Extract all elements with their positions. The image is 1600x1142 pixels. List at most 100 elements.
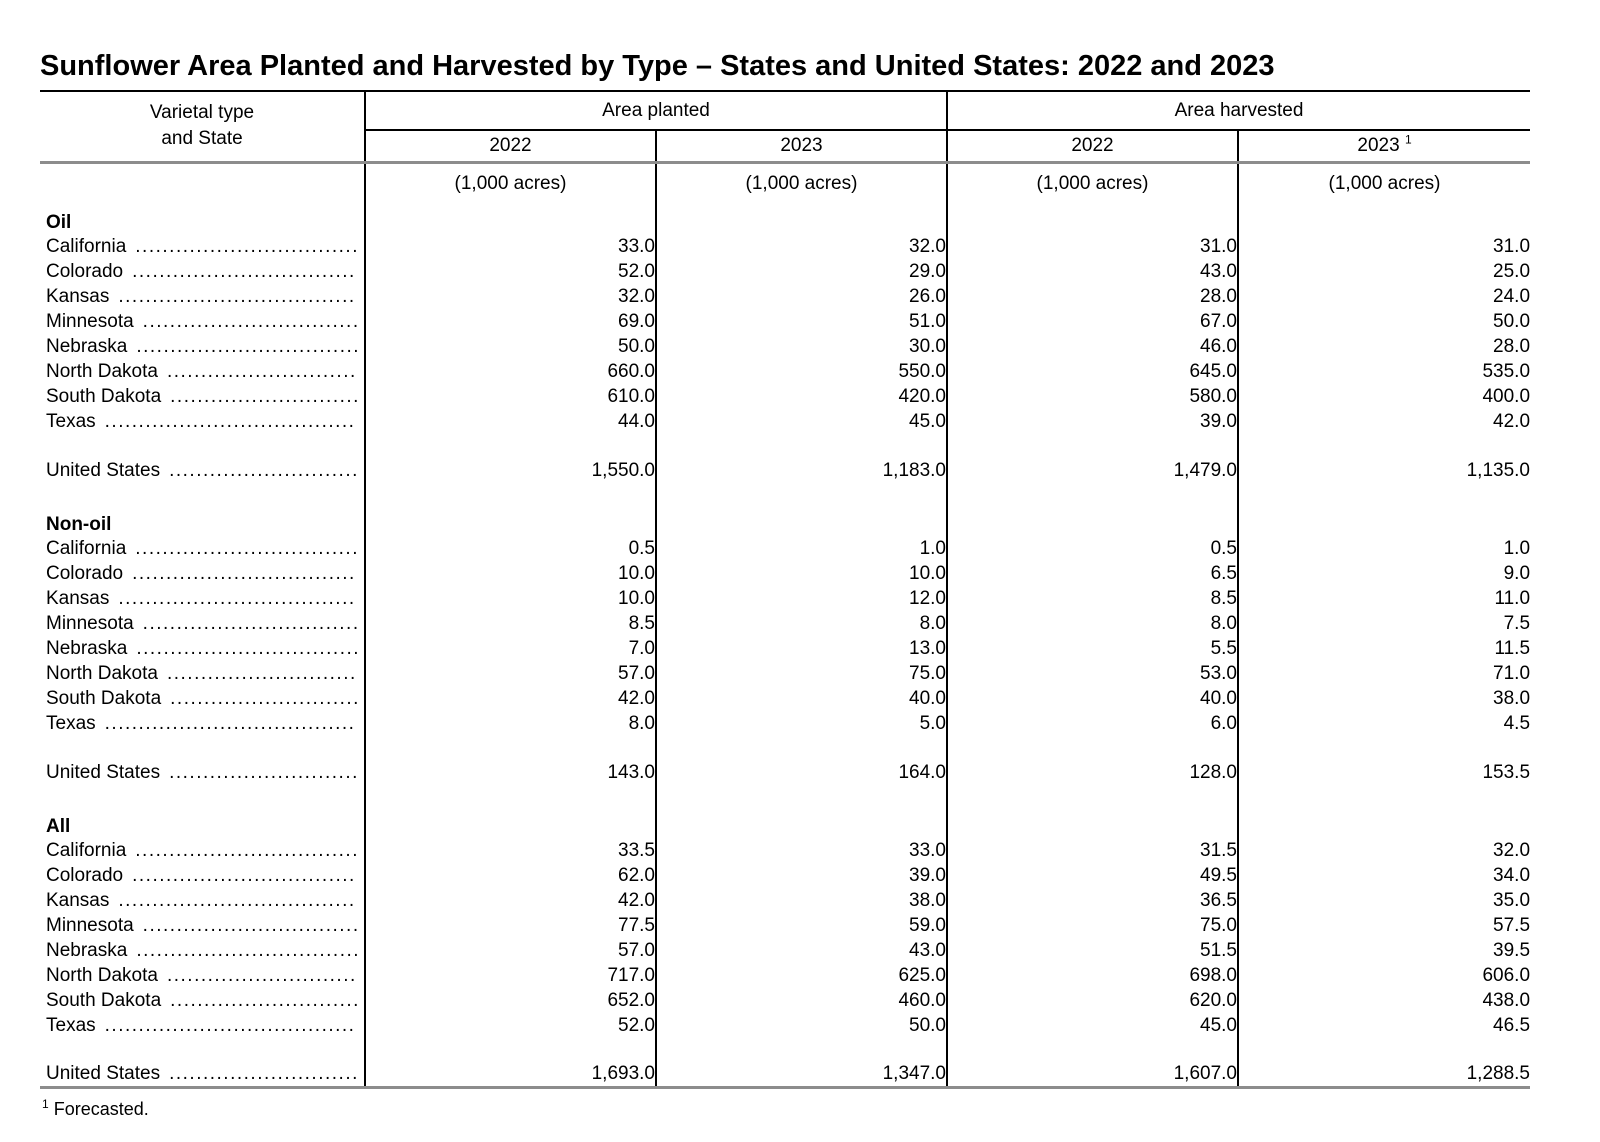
empty-cell <box>946 808 1238 838</box>
value-cell: 32.0 <box>655 234 947 259</box>
state-label: Minnesota <box>46 612 134 634</box>
value-cell: 5.5 <box>946 636 1238 661</box>
value-cell: 44.0 <box>364 409 656 434</box>
group-header-row: Varietal type and State Area planted Are… <box>40 91 1531 164</box>
value-cell: 1,183.0 <box>655 458 947 483</box>
dot-leader <box>169 762 357 784</box>
value-cell: 438.0 <box>1236 988 1531 1013</box>
state-label: South Dakota <box>46 989 162 1011</box>
empty-cell <box>40 785 365 808</box>
value-cell: 652.0 <box>364 988 656 1013</box>
empty-cell <box>655 785 947 808</box>
dot-leader <box>170 990 357 1012</box>
value-cell: 10.0 <box>364 586 656 611</box>
dot-leader <box>143 613 357 635</box>
value-cell: 8.5 <box>364 611 656 636</box>
table-row: Minnesota 69.051.067.050.0 <box>40 309 1531 334</box>
row-label: Texas <box>40 713 364 735</box>
empty-cell <box>364 785 656 808</box>
row-label: Kansas <box>40 588 364 610</box>
value-cell: 1,550.0 <box>364 458 656 483</box>
empty-cell <box>1236 506 1531 536</box>
sunflower-area-table: Varietal type and State Area planted Are… <box>40 90 1531 1089</box>
column-header-harvested-2022: 2022 <box>946 130 1238 164</box>
table-row: California0.51.00.51.0 <box>40 536 1531 561</box>
table-row: Colorado10.010.06.59.0 <box>40 561 1531 586</box>
empty-cell <box>655 808 947 838</box>
year-header-row: 2022 2023 2022 2023 1 <box>40 130 1531 164</box>
value-cell: 698.0 <box>946 963 1238 988</box>
row-label-cell: Texas <box>40 409 365 434</box>
value-cell: 8.0 <box>655 611 947 636</box>
empty-cell <box>40 162 365 204</box>
empty-cell <box>40 736 365 760</box>
table-row: Nebraska 50.030.046.028.0 <box>40 334 1531 359</box>
table-row: Kansas 42.038.036.535.0 <box>40 888 1531 913</box>
table-row: California33.032.031.031.0 <box>40 234 1531 259</box>
value-cell: 28.0 <box>946 284 1238 309</box>
empty-cell <box>1236 808 1531 838</box>
section-title: Non-oil <box>46 514 112 535</box>
empty-cell <box>655 1038 947 1062</box>
total-row: United States 1,693.01,347.01,607.01,288.… <box>40 1062 1531 1087</box>
value-cell: 400.0 <box>1236 384 1531 409</box>
row-label: Colorado <box>40 261 364 283</box>
value-cell: 50.0 <box>1236 309 1531 334</box>
dot-leader <box>135 538 357 560</box>
row-label: Colorado <box>40 865 364 887</box>
value-cell: 1,347.0 <box>655 1062 947 1087</box>
value-cell: 52.0 <box>364 1013 656 1038</box>
row-label: North Dakota <box>40 663 364 685</box>
value-cell: 77.5 <box>364 913 656 938</box>
units-label: (1,000 acres) <box>364 162 656 204</box>
table-row: Nebraska 57.043.051.539.5 <box>40 938 1531 963</box>
state-label: Nebraska <box>46 939 128 961</box>
units-row: (1,000 acres) (1,000 acres) (1,000 acres… <box>40 162 1531 204</box>
value-cell: 69.0 <box>364 309 656 334</box>
value-cell: 717.0 <box>364 963 656 988</box>
row-label-cell: Colorado <box>40 561 365 586</box>
row-label-cell: Texas <box>40 1013 365 1038</box>
empty-cell <box>364 808 656 838</box>
value-cell: 62.0 <box>364 863 656 888</box>
empty-cell <box>364 736 656 760</box>
dot-leader <box>170 386 357 408</box>
row-label-cell: California <box>40 838 365 863</box>
row-label-cell: Kansas <box>40 284 365 309</box>
value-cell: 50.0 <box>364 334 656 359</box>
dot-leader <box>167 965 357 987</box>
value-cell: 25.0 <box>1236 259 1531 284</box>
table-row: California 33.533.031.532.0 <box>40 838 1531 863</box>
value-cell: 43.0 <box>946 259 1238 284</box>
section-header-row: Oil <box>40 204 1531 234</box>
dot-leader <box>132 563 357 585</box>
row-label-cell: United States <box>40 1062 365 1087</box>
row-label-cell: Colorado <box>40 863 365 888</box>
value-cell: 660.0 <box>364 359 656 384</box>
dot-leader <box>105 713 357 735</box>
value-cell: 39.0 <box>946 409 1238 434</box>
dot-leader <box>167 663 357 685</box>
dot-leader <box>136 638 357 660</box>
value-cell: 45.0 <box>946 1013 1238 1038</box>
value-cell: 143.0 <box>364 760 656 785</box>
page-title: Sunflower Area Planted and Harvested by … <box>40 50 1275 82</box>
value-cell: 1,479.0 <box>946 458 1238 483</box>
table-row: Minnesota 77.559.075.057.5 <box>40 913 1531 938</box>
column-group-area-harvested: Area harvested <box>945 91 1531 131</box>
total-row: United States 1,550.01,183.01,479.01,135.… <box>40 458 1531 483</box>
empty-cell <box>655 204 947 234</box>
footnote-marker: 1 <box>42 1096 49 1111</box>
dot-leader <box>143 915 357 937</box>
value-cell: 59.0 <box>655 913 947 938</box>
value-cell: 4.5 <box>1236 711 1531 736</box>
empty-cell <box>946 1038 1238 1062</box>
units-label: (1,000 acres) <box>655 162 947 204</box>
state-label: Kansas <box>46 587 110 609</box>
row-label: Minnesota <box>40 915 364 937</box>
value-cell: 30.0 <box>655 334 947 359</box>
empty-cell <box>364 483 656 506</box>
empty-cell <box>946 434 1238 458</box>
empty-cell <box>655 506 947 536</box>
value-cell: 31.0 <box>946 234 1238 259</box>
